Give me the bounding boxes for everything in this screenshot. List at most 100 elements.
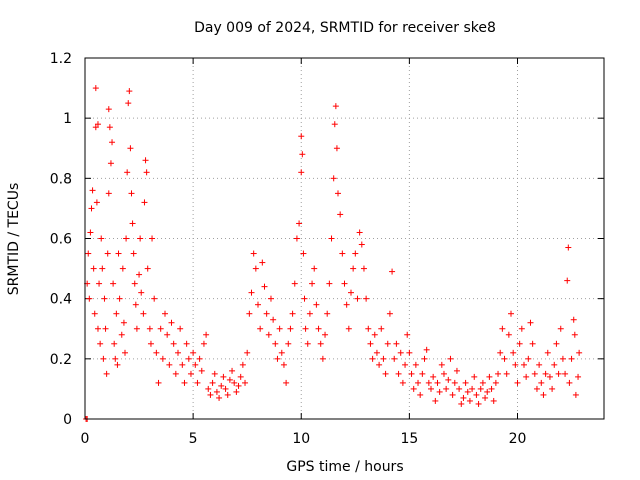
- data-point: [440, 370, 447, 377]
- data-point: [213, 388, 220, 395]
- data-point: [104, 250, 111, 257]
- data-point: [350, 265, 357, 272]
- data-point: [198, 367, 205, 374]
- data-point: [235, 382, 242, 389]
- data-point: [91, 310, 98, 317]
- data-point: [363, 295, 370, 302]
- data-point: [458, 400, 465, 407]
- data-point: [447, 355, 454, 362]
- data-point: [278, 349, 285, 356]
- data-point: [546, 373, 553, 380]
- data-point: [298, 133, 305, 140]
- data-point: [341, 280, 348, 287]
- data-point: [536, 361, 543, 368]
- data-point: [529, 340, 536, 347]
- data-point: [110, 280, 117, 287]
- data-point: [564, 277, 571, 284]
- data-point: [220, 373, 227, 380]
- data-point: [124, 169, 131, 176]
- data-point: [192, 361, 199, 368]
- data-point: [438, 361, 445, 368]
- data-point: [174, 349, 181, 356]
- data-point: [330, 175, 337, 182]
- data-point: [255, 301, 261, 308]
- data-point: [523, 373, 530, 380]
- data-point: [120, 319, 127, 326]
- data-point: [572, 391, 579, 398]
- data-point: [226, 376, 233, 383]
- data-point: [542, 370, 549, 377]
- x-tick-label: 15: [400, 431, 418, 447]
- data-point: [512, 361, 519, 368]
- data-point: [103, 370, 110, 377]
- data-point: [311, 265, 318, 272]
- data-point: [432, 397, 439, 404]
- data-point: [373, 349, 380, 356]
- data-point: [300, 250, 307, 257]
- data-point: [172, 370, 179, 377]
- data-point: [239, 361, 246, 368]
- data-point: [88, 205, 95, 212]
- data-point: [85, 250, 92, 257]
- data-point: [102, 325, 109, 332]
- data-point: [371, 331, 378, 338]
- data-point: [107, 160, 114, 167]
- data-point: [181, 379, 188, 386]
- data-point: [302, 325, 309, 332]
- data-point: [497, 349, 504, 356]
- data-point: [136, 271, 143, 278]
- data-point: [137, 235, 144, 242]
- data-point: [200, 340, 207, 347]
- data-point: [280, 361, 287, 368]
- data-point: [306, 310, 313, 317]
- data-point: [482, 394, 489, 401]
- data-point: [222, 385, 229, 392]
- data-points: [83, 85, 583, 422]
- data-point: [378, 325, 385, 332]
- x-axis-label: GPS time / hours: [286, 459, 403, 475]
- data-point: [99, 265, 106, 272]
- data-point: [551, 361, 558, 368]
- data-point: [309, 280, 316, 287]
- data-point: [505, 331, 512, 338]
- data-point: [190, 349, 197, 356]
- data-point: [130, 250, 137, 257]
- data-point: [252, 265, 259, 272]
- data-point: [331, 121, 338, 128]
- data-point: [570, 316, 577, 323]
- data-point: [559, 355, 566, 362]
- data-point: [94, 325, 101, 332]
- data-point: [358, 241, 365, 248]
- data-point: [93, 199, 100, 206]
- data-point: [453, 367, 460, 374]
- data-point: [298, 169, 305, 176]
- data-point: [456, 385, 463, 392]
- data-point: [231, 379, 238, 386]
- data-point: [469, 385, 476, 392]
- data-point: [484, 388, 491, 395]
- data-point: [248, 289, 255, 296]
- data-point: [382, 370, 389, 377]
- data-point: [211, 370, 218, 377]
- data-point: [510, 349, 517, 356]
- data-point: [267, 295, 274, 302]
- data-point: [242, 379, 249, 386]
- data-point: [100, 355, 107, 362]
- data-point: [399, 379, 406, 386]
- data-point: [126, 88, 133, 95]
- data-point: [133, 325, 140, 332]
- data-point: [299, 151, 306, 158]
- data-point: [335, 190, 342, 197]
- data-point: [274, 355, 281, 362]
- data-point: [345, 325, 352, 332]
- data-point: [272, 340, 279, 347]
- y-tick-label: 0.8: [50, 171, 72, 187]
- data-point: [177, 325, 184, 332]
- data-point: [404, 331, 411, 338]
- data-point: [337, 211, 344, 218]
- data-point: [540, 391, 547, 398]
- data-point: [434, 379, 441, 386]
- data-point: [105, 190, 112, 197]
- data-point: [285, 340, 292, 347]
- data-point: [90, 265, 97, 272]
